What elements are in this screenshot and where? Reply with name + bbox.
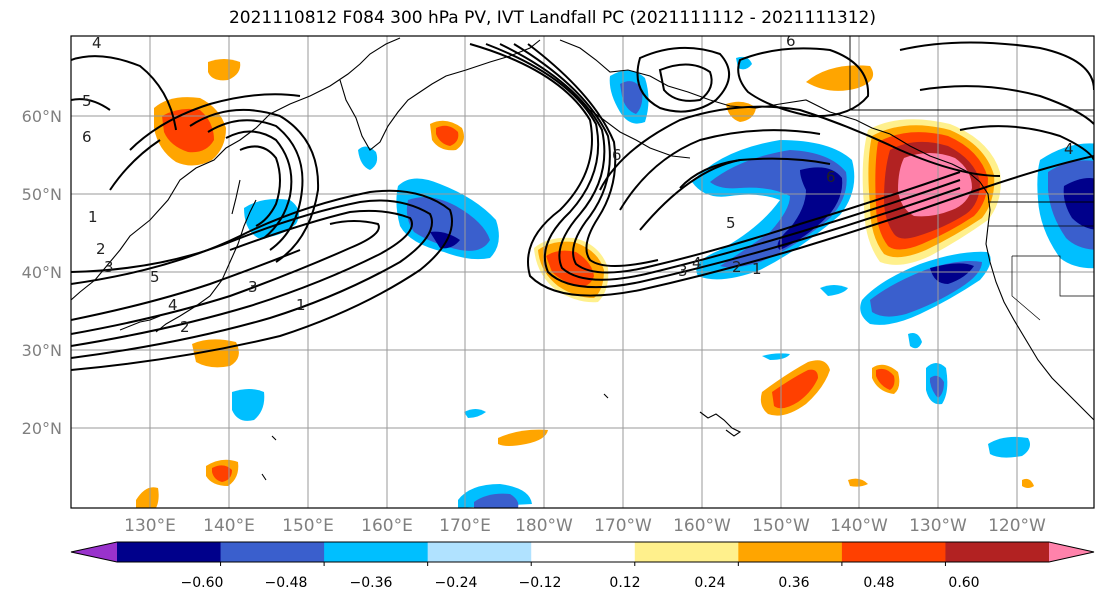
lat-label: 20°N [22, 419, 62, 438]
lon-label: 150°W [752, 516, 810, 536]
colorbar-segment [531, 542, 636, 562]
lon-label: 120°W [988, 516, 1046, 536]
lon-label: 140°W [830, 516, 888, 536]
pv-contours [71, 41, 1094, 371]
contour-label: 4 [92, 34, 102, 52]
colorbar-segment [427, 542, 532, 562]
colorbar-tick-label: 0.24 [694, 575, 725, 591]
contour-label: 1 [296, 296, 306, 314]
lon-label: 180°W [515, 516, 573, 536]
lat-label: 40°N [22, 263, 62, 282]
contour-label: 2 [96, 240, 106, 258]
contour-label: 4 [692, 254, 702, 272]
longitude-labels: 130°E 140°E 150°E 160°E 170°E 180°W 170°… [124, 516, 1046, 536]
lon-label: 170°W [594, 516, 652, 536]
contour-label: 4 [168, 296, 178, 314]
lon-label: 160°E [361, 516, 413, 536]
contour-labels: 4 5 6 1 2 3 5 4 2 3 1 6 5 4 3 2 1 6 6 4 [82, 32, 1074, 336]
grid-lines [71, 36, 1094, 508]
colorbar-tick-label: −0.24 [435, 575, 478, 591]
contour-label: 3 [248, 278, 258, 296]
lon-label: 160°W [673, 516, 731, 536]
contour-label: 1 [88, 208, 98, 226]
lat-label: 60°N [22, 107, 62, 126]
contour-label: 1 [752, 260, 762, 278]
lon-label: 150°E [282, 516, 334, 536]
lat-label: 30°N [22, 341, 62, 360]
colorbar-segment [945, 542, 1050, 562]
contour-label: 5 [82, 92, 92, 110]
colorbar-segment [634, 542, 739, 562]
lon-label: 140°E [203, 516, 255, 536]
contour-label: 6 [786, 32, 796, 50]
colorbar-segment [117, 542, 222, 562]
lat-label: 50°N [22, 185, 62, 204]
lon-label: 170°E [439, 516, 491, 536]
latitude-labels: 60°N 50°N 40°N 30°N 20°N [22, 107, 62, 438]
map-title: 2021110812 F084 300 hPa PV, IVT Landfall… [228, 8, 876, 28]
plot-border [70, 35, 1095, 509]
colorbar-tick-label: 0.48 [863, 575, 894, 591]
contour-label: 3 [678, 262, 688, 280]
colorbar-tick-label: 0.36 [778, 575, 809, 591]
contour-label: 3 [104, 258, 114, 276]
colorbar-outline [70, 541, 1095, 563]
colorbar-extend-min [71, 542, 117, 562]
lon-label: 130°E [124, 516, 176, 536]
contour-label: 5 [150, 268, 160, 286]
colorbar-tick-label: −0.36 [350, 575, 393, 591]
colorbar-tick-label: 0.60 [948, 575, 979, 591]
colorbar-segment [738, 542, 843, 562]
contour-label: 6 [82, 128, 92, 146]
contour-label: 6 [612, 146, 622, 164]
colorbar-tick-labels: −0.60 −0.48 −0.36 −0.24 −0.12 0.12 0.24 … [181, 575, 980, 591]
contour-label: 2 [732, 258, 742, 276]
colorbar-tick-label: −0.12 [519, 575, 562, 591]
contour-label: 5 [726, 214, 736, 232]
colorbar-segment [220, 542, 325, 562]
colorbar-extend-max [1049, 542, 1094, 562]
colorbar-segment [324, 542, 429, 562]
colorbar-segment [841, 542, 946, 562]
colorbar-tick-label: −0.60 [181, 575, 224, 591]
colorbar [70, 541, 1095, 566]
lon-label: 130°W [909, 516, 967, 536]
contour-label: 6 [826, 168, 836, 186]
colorbar-tick-label: 0.12 [609, 575, 640, 591]
colorbar-tick-label: −0.48 [265, 575, 308, 591]
contour-label: 4 [1064, 140, 1074, 158]
contour-label: 2 [180, 318, 190, 336]
